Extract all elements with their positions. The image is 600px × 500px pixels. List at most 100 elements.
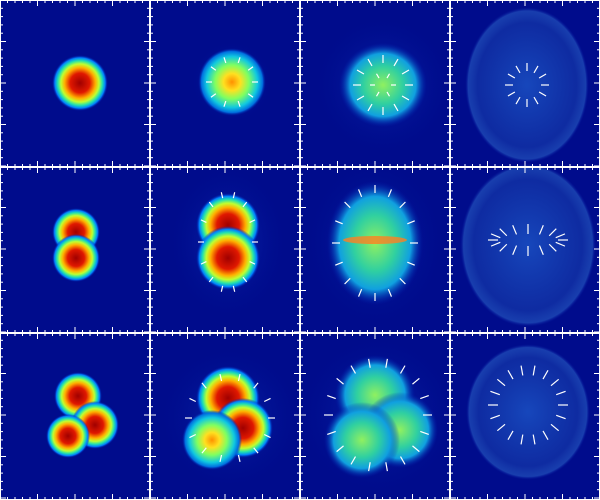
velocity-arrow — [237, 57, 241, 64]
velocity-arrow — [210, 66, 217, 71]
velocity-arrow — [555, 390, 566, 396]
velocity-arrow — [263, 397, 271, 403]
velocity-arrow — [357, 288, 363, 297]
velocity-arrow — [242, 201, 248, 208]
velocity-arrow — [507, 91, 516, 97]
velocity-arrow — [368, 358, 371, 368]
velocity-arrow — [520, 365, 524, 376]
velocity-arrow — [548, 243, 557, 252]
density-sheet — [343, 236, 407, 244]
velocity-arrow — [335, 261, 343, 266]
velocity-arrow — [412, 445, 420, 453]
velocity-arrow — [223, 100, 227, 107]
velocity-arrow — [542, 430, 549, 440]
velocity-arrow — [550, 423, 560, 432]
density-blob — [52, 234, 100, 282]
velocity-arrow — [368, 462, 371, 472]
velocity-arrow — [499, 228, 508, 237]
velocity-arrow — [335, 220, 343, 225]
velocity-arrow — [208, 276, 214, 283]
velocity-arrow — [401, 95, 410, 101]
velocity-arrow — [327, 430, 336, 436]
velocity-arrow — [336, 377, 344, 385]
velocity-arrow — [232, 192, 236, 199]
velocity-arrow — [496, 423, 506, 432]
velocity-arrow — [550, 378, 560, 387]
velocity-arrow — [507, 73, 516, 79]
velocity-arrow — [490, 414, 501, 420]
velocity-arrow — [247, 66, 254, 71]
velocity-arrow — [538, 91, 547, 97]
velocity-arrow — [385, 462, 388, 472]
velocity-arrow — [357, 189, 363, 198]
velocity-arrow — [507, 430, 514, 440]
velocity-arrow — [375, 73, 380, 79]
velocity-arrow — [350, 456, 357, 465]
velocity-arrow — [210, 93, 217, 98]
velocity-arrow — [538, 73, 547, 79]
velocity-arrow — [386, 73, 391, 79]
velocity-arrow — [375, 91, 380, 97]
density-blob — [339, 43, 427, 127]
velocity-arrow — [538, 245, 544, 256]
density-shell — [466, 344, 590, 480]
velocity-arrow — [263, 433, 271, 439]
velocity-arrow — [548, 228, 557, 237]
velocity-arrow — [253, 382, 259, 389]
velocity-arrow — [520, 434, 524, 445]
density-blob — [198, 48, 266, 116]
velocity-arrow — [490, 241, 501, 247]
density-blob — [324, 402, 400, 478]
velocity-arrow — [407, 220, 415, 225]
velocity-arrow — [407, 261, 415, 266]
velocity-arrow — [420, 394, 429, 400]
velocity-arrow — [490, 233, 501, 239]
velocity-arrow — [237, 100, 241, 107]
velocity-arrow — [512, 224, 518, 235]
density-blob — [52, 55, 108, 111]
velocity-arrow — [393, 58, 399, 67]
density-blob — [182, 410, 242, 470]
velocity-arrow — [253, 447, 259, 454]
velocity-arrow — [412, 377, 420, 385]
velocity-arrow — [386, 91, 391, 97]
velocity-arrow — [356, 95, 365, 101]
velocity-arrow — [219, 454, 223, 463]
velocity-arrow — [344, 201, 351, 209]
velocity-arrow — [532, 365, 536, 376]
density-shell — [460, 163, 596, 327]
velocity-arrow — [533, 96, 539, 105]
velocity-arrow — [399, 277, 406, 285]
velocity-arrow — [237, 373, 241, 382]
velocity-arrow — [189, 433, 197, 439]
velocity-arrow — [237, 454, 241, 463]
velocity-arrow — [249, 219, 256, 224]
velocity-arrow — [399, 201, 406, 209]
velocity-arrow — [367, 58, 373, 67]
velocity-arrow — [490, 390, 501, 396]
velocity-arrow — [538, 224, 544, 235]
velocity-arrow — [249, 260, 256, 265]
density-blob — [196, 226, 260, 290]
velocity-arrow — [515, 65, 521, 74]
velocity-arrow — [555, 241, 566, 247]
velocity-arrow — [242, 276, 248, 283]
velocity-arrow — [555, 233, 566, 239]
velocity-arrow — [393, 103, 399, 112]
density-shell — [465, 7, 589, 163]
velocity-arrow — [189, 397, 197, 403]
velocity-arrow — [201, 447, 207, 454]
velocity-arrow — [200, 219, 207, 224]
velocity-arrow — [201, 382, 207, 389]
velocity-arrow — [220, 285, 224, 292]
velocity-arrow — [367, 103, 373, 112]
velocity-arrow — [420, 430, 429, 436]
velocity-arrow — [208, 201, 214, 208]
velocity-arrow — [555, 414, 566, 420]
velocity-arrow — [387, 288, 393, 297]
velocity-arrow — [247, 93, 254, 98]
velocity-arrow — [496, 378, 506, 387]
velocity-arrow — [327, 394, 336, 400]
velocity-arrow — [336, 445, 344, 453]
